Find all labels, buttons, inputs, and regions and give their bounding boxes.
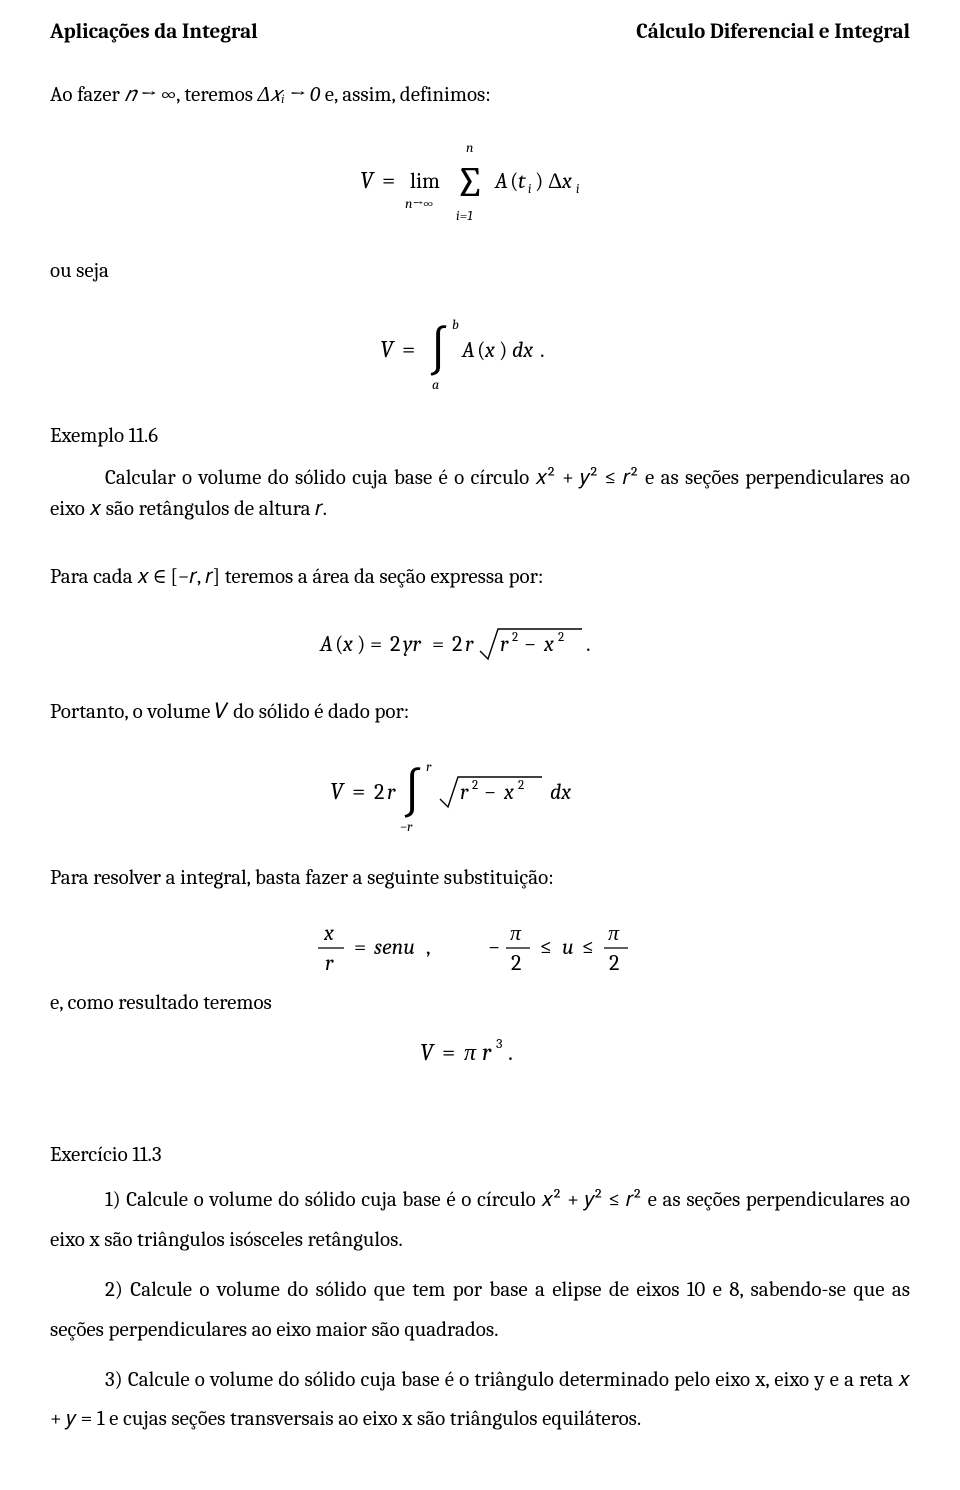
svg-text:−r: −r xyxy=(400,818,413,835)
page: Aplicações da Integral Cálculo Diferenci… xyxy=(0,0,960,1490)
svg-text:−: − xyxy=(484,779,496,805)
equation-area: A ( x ) = 2 yr = 2 r r 2 − x 2 . xyxy=(50,611,910,671)
svg-text:∫: ∫ xyxy=(428,322,449,380)
svg-text:=: = xyxy=(370,631,382,657)
example-p5: e, como resultado teremos xyxy=(50,988,910,1020)
exercise-2: 2) Calcule o volume do sólido que tem po… xyxy=(50,1271,910,1351)
svg-text:V: V xyxy=(380,335,395,363)
example-p2: Para cada 𝑥 ∈ [−𝑟, 𝑟] teremos a área da … xyxy=(50,562,910,594)
example-p3: Portanto, o volume 𝑉 do sólido é dado po… xyxy=(50,697,910,729)
svg-text:,: , xyxy=(426,934,431,960)
svg-text:V: V xyxy=(420,1038,435,1066)
header-right: Cálculo Diferencial e Integral xyxy=(636,20,910,44)
svg-text:=: = xyxy=(402,335,415,363)
svg-text:.: . xyxy=(586,631,591,657)
svg-text:x: x xyxy=(543,631,554,657)
exercise-1: 1) Calcule o volume do sólido cuja base … xyxy=(50,1181,910,1261)
svg-text:Δ: Δ xyxy=(548,168,562,194)
svg-text:n→∞: n→∞ xyxy=(405,195,433,212)
svg-text:i: i xyxy=(576,182,579,197)
equation-lim-sum: V = lim n→∞ ∑ n i=1 A ( t i ) Δ x i xyxy=(50,130,910,230)
svg-text:V: V xyxy=(360,166,375,194)
svg-text:x: x xyxy=(323,920,334,946)
svg-text:yr: yr xyxy=(403,631,421,657)
svg-text:r: r xyxy=(426,758,432,775)
svg-text:dx: dx xyxy=(512,337,533,363)
intro-text-2: , teremos xyxy=(176,83,257,107)
svg-text:−: − xyxy=(488,934,500,960)
svg-text:r: r xyxy=(500,631,509,657)
svg-text:−: − xyxy=(524,631,536,657)
svg-text:a: a xyxy=(432,376,439,393)
svg-text:x: x xyxy=(484,337,495,363)
svg-text:x: x xyxy=(561,168,572,194)
equation-substitution: x r = senu , − π 2 ≤ u ≤ π 2 xyxy=(50,912,910,982)
svg-text:): ) xyxy=(499,337,507,363)
svg-text:=: = xyxy=(352,777,365,805)
svg-text:): ) xyxy=(357,631,365,657)
svg-text:x: x xyxy=(342,631,353,657)
svg-text:senu: senu xyxy=(374,934,415,960)
svg-text:2: 2 xyxy=(390,631,400,657)
svg-text:r: r xyxy=(482,1038,492,1066)
svg-text:r: r xyxy=(387,779,396,805)
svg-text:n: n xyxy=(466,139,473,156)
svg-text:A: A xyxy=(494,168,508,194)
svg-text:3: 3 xyxy=(496,1035,502,1052)
svg-text:2: 2 xyxy=(452,631,462,657)
svg-text:2: 2 xyxy=(609,950,619,976)
intro-line: Ao fazer 𝑛 → ∞, teremos Δ𝑥ᵢ → 0 e, assim… xyxy=(50,80,910,112)
svg-text:2: 2 xyxy=(518,778,524,793)
header-left: Aplicações da Integral xyxy=(50,20,258,44)
svg-text:A: A xyxy=(461,337,475,363)
svg-text:∫: ∫ xyxy=(402,764,423,822)
svg-text:2: 2 xyxy=(472,778,478,793)
example-p4: Para resolver a integral, basta fazer a … xyxy=(50,863,910,895)
svg-text:≤: ≤ xyxy=(582,934,594,960)
svg-text:i=1: i=1 xyxy=(456,207,473,224)
equation-integral-A: V = ∫ b a A ( x ) dx . xyxy=(50,305,910,395)
svg-text:b: b xyxy=(452,316,459,333)
svg-text:dx: dx xyxy=(550,779,571,805)
svg-text:V: V xyxy=(330,777,345,805)
svg-text:r: r xyxy=(460,779,469,805)
page-header: Aplicações da Integral Cálculo Diferenci… xyxy=(50,20,910,44)
intro-text-1: Ao fazer xyxy=(50,83,125,107)
svg-text:2: 2 xyxy=(558,630,564,645)
svg-text:=: = xyxy=(382,166,395,194)
svg-text:=: = xyxy=(442,1038,455,1066)
svg-text:lim: lim xyxy=(410,168,440,194)
svg-text:i: i xyxy=(528,182,531,197)
intro-math-2: Δ𝑥ᵢ → 0 xyxy=(258,83,320,107)
svg-text:.: . xyxy=(508,1038,513,1066)
svg-text:.: . xyxy=(540,337,545,363)
svg-text:r: r xyxy=(465,631,474,657)
equation-volume: V = 2 r ∫ r −r r 2 − x 2 dx xyxy=(50,747,910,837)
svg-text:π: π xyxy=(608,920,620,946)
svg-text:π: π xyxy=(464,1038,477,1066)
svg-text:2: 2 xyxy=(512,630,518,645)
intro-math-1: 𝑛 → ∞ xyxy=(125,83,177,107)
svg-text:r: r xyxy=(325,950,334,976)
exercise-label: Exercício 11.3 xyxy=(50,1140,910,1172)
svg-text:π: π xyxy=(510,920,522,946)
example-label: Exemplo 11.6 xyxy=(50,421,910,453)
svg-text:2: 2 xyxy=(374,779,384,805)
svg-text:2: 2 xyxy=(511,950,521,976)
example-p1: Calcular o volume do sólido cuja base é … xyxy=(50,463,910,526)
body: Ao fazer 𝑛 → ∞, teremos Δ𝑥ᵢ → 0 e, assim… xyxy=(50,80,910,1440)
svg-text:=: = xyxy=(432,631,444,657)
intro-text-3: e, assim, definimos: xyxy=(320,83,491,107)
svg-text:≤: ≤ xyxy=(540,934,552,960)
svg-text:A: A xyxy=(319,631,333,657)
ou-seja: ou seja xyxy=(50,256,910,288)
svg-text:x: x xyxy=(503,779,514,805)
svg-text:∑: ∑ xyxy=(455,158,485,207)
exercise-3: 3) Calcule o volume do sólido cuja base … xyxy=(50,1361,910,1441)
svg-text:): ) xyxy=(535,168,543,194)
svg-text:=: = xyxy=(354,934,366,960)
svg-text:t: t xyxy=(518,168,526,194)
svg-text:u: u xyxy=(562,934,574,960)
equation-result: V = π r 3 . xyxy=(50,1030,910,1074)
